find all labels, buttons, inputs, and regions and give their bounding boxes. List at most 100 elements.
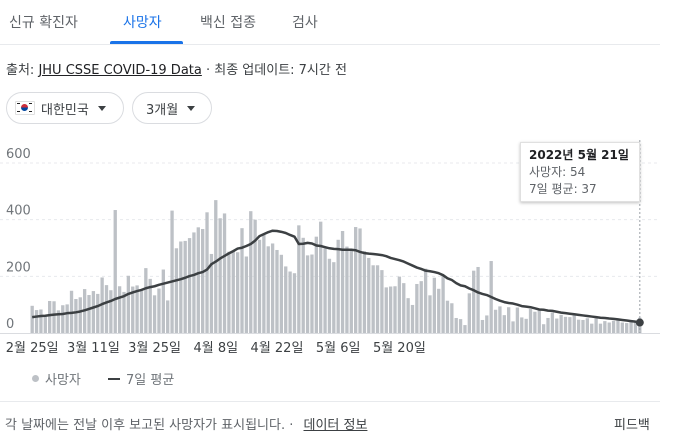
deaths-bar[interactable]: [52, 301, 56, 333]
deaths-bar[interactable]: [393, 286, 397, 333]
deaths-bar[interactable]: [415, 283, 419, 333]
deaths-bar[interactable]: [467, 293, 471, 333]
deaths-bar[interactable]: [249, 211, 253, 333]
deaths-bar[interactable]: [43, 316, 47, 333]
feedback-link[interactable]: 피드백: [614, 418, 650, 433]
deaths-bar[interactable]: [174, 248, 179, 333]
deaths-bar[interactable]: [319, 221, 323, 333]
deaths-bar[interactable]: [187, 238, 192, 333]
deaths-bar[interactable]: [161, 269, 165, 333]
deaths-bar[interactable]: [620, 322, 624, 333]
tab-new-cases[interactable]: 신규 확진자: [9, 15, 78, 31]
deaths-bar[interactable]: [240, 228, 244, 333]
deaths-bar[interactable]: [541, 324, 546, 333]
deaths-bar[interactable]: [546, 317, 550, 333]
deaths-bar[interactable]: [122, 291, 126, 333]
deaths-bar[interactable]: [625, 323, 629, 333]
deaths-bar[interactable]: [113, 210, 117, 333]
deaths-bar[interactable]: [87, 295, 91, 333]
deaths-bar[interactable]: [152, 295, 157, 333]
deaths-bar[interactable]: [297, 225, 301, 333]
deaths-bar[interactable]: [502, 315, 506, 333]
deaths-chart[interactable]: 2월 25일 3월 11일 3월 25일 4월 8일 4월 22일 5월 6일 5월 20일…: [0, 140, 660, 360]
deaths-bar[interactable]: [441, 275, 445, 333]
deaths-bar[interactable]: [30, 305, 34, 333]
deaths-bar[interactable]: [218, 218, 222, 333]
deaths-bar[interactable]: [345, 246, 349, 333]
deaths-bar[interactable]: [39, 309, 43, 333]
deaths-bar[interactable]: [288, 271, 292, 333]
deaths-bar[interactable]: [78, 297, 82, 333]
deaths-bar[interactable]: [179, 241, 183, 333]
deaths-bar[interactable]: [576, 319, 581, 333]
deaths-bar[interactable]: [581, 319, 585, 333]
deaths-bar[interactable]: [397, 276, 402, 333]
deaths-bar[interactable]: [222, 213, 227, 333]
deaths-bar[interactable]: [48, 300, 52, 333]
deaths-bar[interactable]: [533, 311, 537, 333]
deaths-bar[interactable]: [126, 275, 131, 333]
deaths-bar[interactable]: [607, 322, 611, 333]
deaths-bar[interactable]: [91, 291, 96, 333]
deaths-bar[interactable]: [104, 285, 109, 333]
deaths-bar[interactable]: [139, 291, 144, 333]
deaths-bar[interactable]: [279, 254, 284, 333]
deaths-bar[interactable]: [109, 290, 113, 333]
deaths-bar[interactable]: [480, 319, 485, 333]
deaths-bar[interactable]: [96, 293, 100, 333]
tab-vaccination[interactable]: 백신 접종: [200, 15, 256, 31]
deaths-bar[interactable]: [428, 295, 432, 333]
deaths-bar[interactable]: [550, 312, 555, 333]
deaths-bar[interactable]: [520, 317, 524, 333]
deaths-bar[interactable]: [419, 281, 423, 333]
deaths-bar[interactable]: [170, 210, 174, 333]
deaths-bar[interactable]: [65, 304, 69, 333]
deaths-bar[interactable]: [253, 219, 257, 333]
deaths-bar[interactable]: [270, 243, 275, 333]
deaths-bar[interactable]: [594, 318, 598, 333]
deaths-bar[interactable]: [117, 286, 122, 333]
deaths-bar[interactable]: [292, 273, 297, 333]
country-select[interactable]: 대한민국: [6, 92, 124, 124]
deaths-bar[interactable]: [135, 285, 139, 333]
deaths-bar[interactable]: [598, 323, 603, 333]
deaths-bar[interactable]: [327, 258, 332, 333]
deaths-bar[interactable]: [144, 268, 148, 333]
deaths-bar[interactable]: [528, 308, 533, 333]
tab-testing[interactable]: 검사: [292, 15, 318, 31]
deaths-bar[interactable]: [358, 228, 362, 333]
deaths-bar[interactable]: [131, 286, 135, 333]
deaths-bar[interactable]: [314, 236, 318, 333]
deaths-bar[interactable]: [340, 231, 345, 333]
deaths-bar[interactable]: [166, 300, 170, 333]
deaths-bar[interactable]: [463, 325, 467, 333]
deaths-bar[interactable]: [201, 229, 205, 333]
deaths-bar[interactable]: [493, 309, 498, 333]
deaths-bar[interactable]: [524, 318, 528, 333]
deaths-bar[interactable]: [262, 234, 266, 333]
deaths-bar[interactable]: [485, 315, 489, 333]
deaths-bar[interactable]: [472, 270, 476, 333]
deaths-bar[interactable]: [336, 239, 340, 333]
deaths-bar[interactable]: [603, 321, 607, 333]
deaths-bar[interactable]: [301, 237, 305, 333]
deaths-bar[interactable]: [445, 300, 450, 333]
deaths-bar[interactable]: [611, 320, 616, 333]
deaths-bar[interactable]: [235, 252, 240, 333]
deaths-bar[interactable]: [183, 240, 187, 333]
source-link[interactable]: JHU CSSE COVID-19 Data: [38, 63, 202, 78]
deaths-bar[interactable]: [323, 248, 327, 333]
deaths-bar[interactable]: [148, 278, 152, 333]
deaths-bar[interactable]: [196, 227, 200, 333]
deaths-bar[interactable]: [266, 246, 270, 333]
deaths-bar[interactable]: [205, 212, 209, 333]
deaths-bar[interactable]: [511, 321, 515, 333]
deaths-bar[interactable]: [61, 305, 65, 333]
deaths-bar[interactable]: [563, 316, 568, 333]
deaths-bar[interactable]: [367, 257, 371, 333]
deaths-bar[interactable]: [406, 298, 410, 333]
deaths-bar[interactable]: [305, 255, 310, 333]
deaths-bar[interactable]: [157, 288, 161, 333]
deaths-bar[interactable]: [332, 262, 336, 333]
deaths-bar[interactable]: [231, 251, 235, 333]
